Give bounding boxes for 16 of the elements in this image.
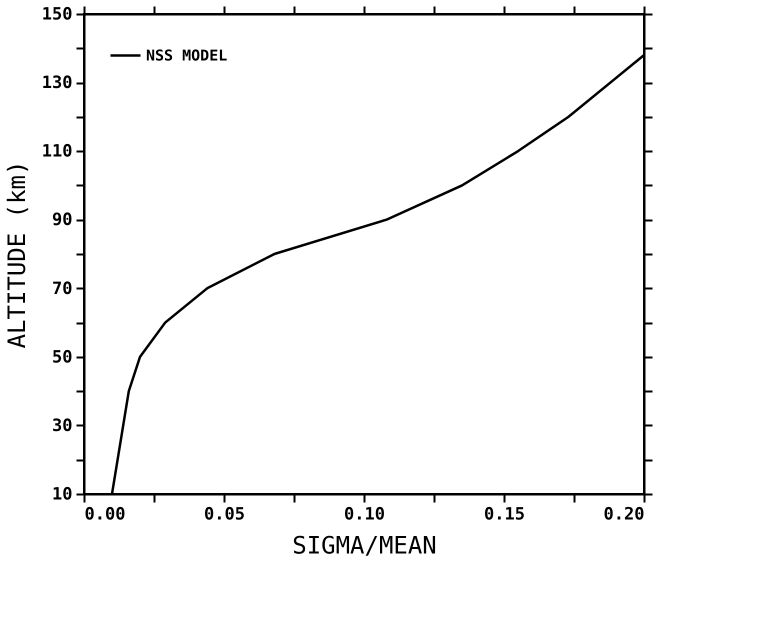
y-axis-title: ALTITUDE (km) (2, 160, 31, 348)
x-tick-label: 0.05 (204, 504, 245, 524)
y-tick-label: 130 (42, 73, 72, 94)
y-tick-label: 50 (52, 347, 72, 368)
x-tick-label: 0.10 (344, 504, 385, 524)
x-tick-label: 0.20 (604, 504, 644, 524)
x-tick-label: 0.00 (84, 504, 126, 524)
x-tick-label: 0.15 (484, 504, 525, 524)
y-tick-label: 70 (52, 278, 72, 299)
x-axis-title: SIGMA/MEAN (292, 532, 437, 560)
y-tick-label: 110 (42, 142, 72, 162)
y-tick-label: 90 (52, 210, 72, 230)
y-tick-label: 30 (52, 416, 72, 436)
legend-label: NSS MODEL (146, 46, 228, 64)
y-tick-label: 10 (52, 484, 72, 504)
y-tick-label: 150 (42, 4, 72, 24)
